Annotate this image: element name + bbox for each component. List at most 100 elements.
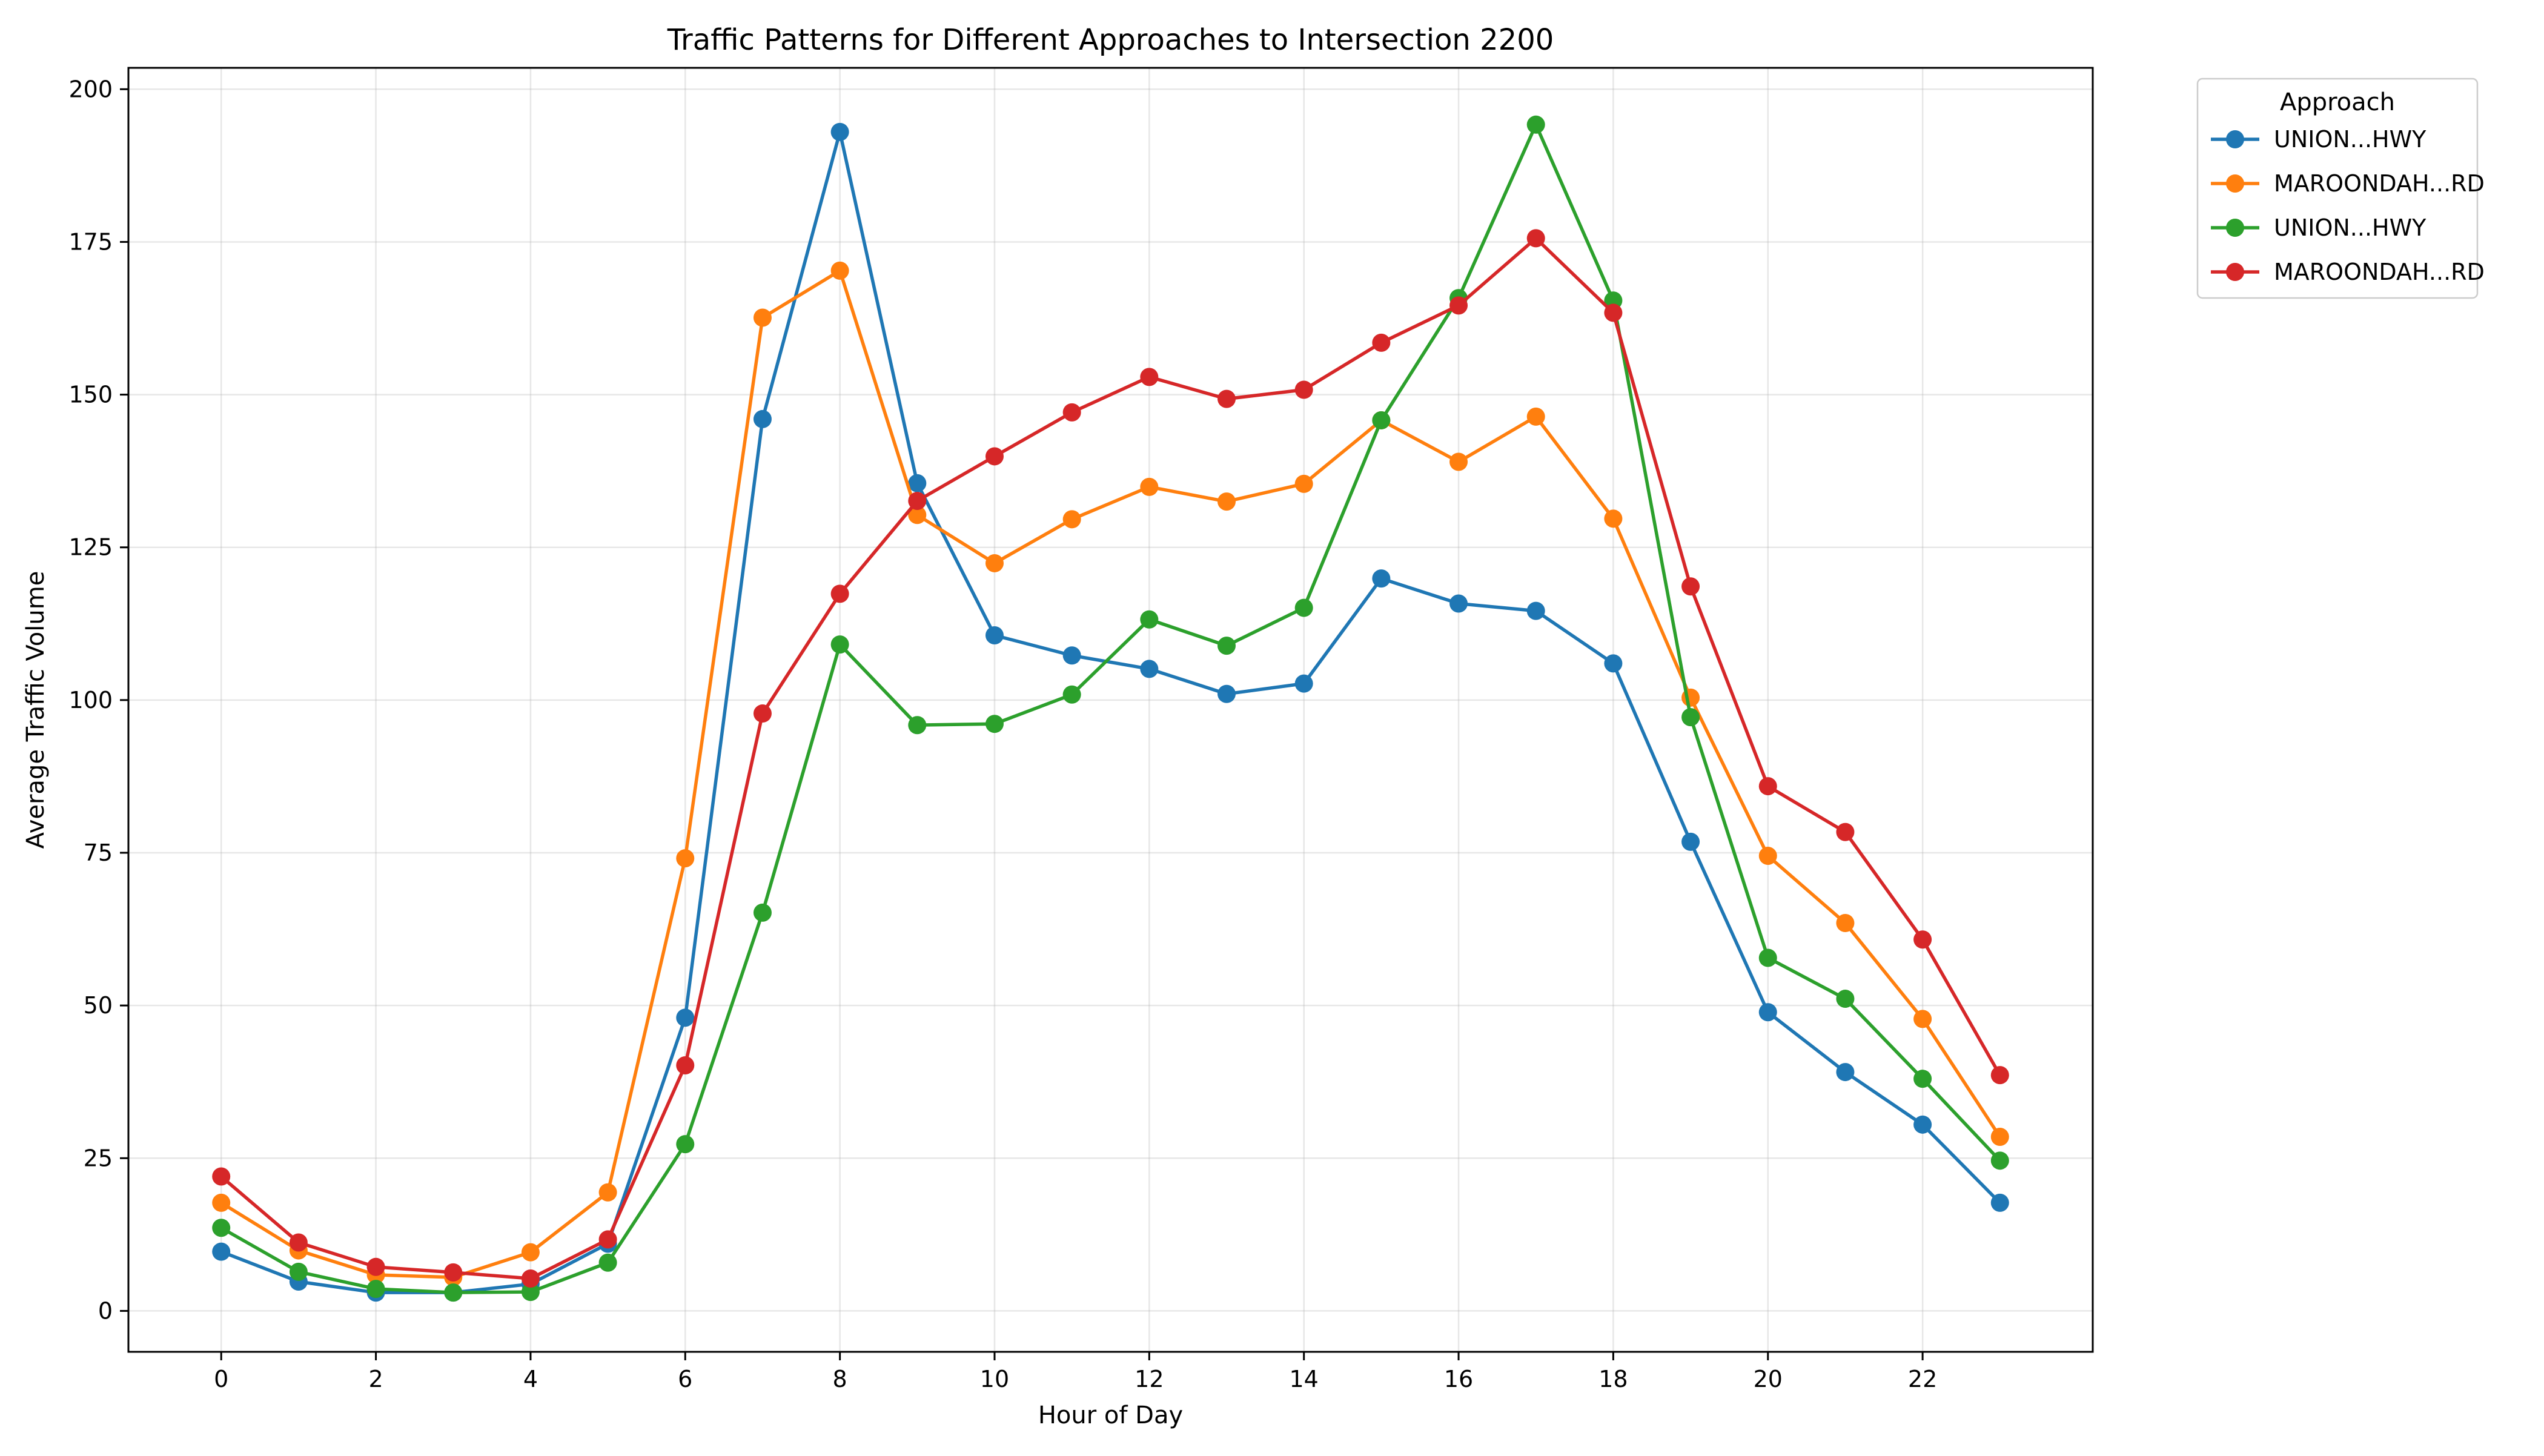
data-point [598,1253,617,1272]
x-tick-label: 18 [1598,1366,1628,1392]
data-point [830,635,849,654]
data-point [753,308,772,327]
data-point [1140,660,1159,678]
data-point [598,1183,617,1202]
data-point [1217,492,1236,511]
data-point [1836,913,1855,932]
x-tick-label: 16 [1444,1366,1473,1392]
data-point [1140,477,1159,496]
data-point [1990,1151,2009,1170]
data-point [830,261,849,280]
data-point [1604,509,1623,528]
y-tick-label: 100 [68,687,113,713]
data-point [753,704,772,723]
x-tick-label: 22 [1908,1366,1937,1392]
series-2 [212,261,2009,1286]
legend-label: MAROONDAH...RD [2274,170,2485,197]
series-line [220,269,2002,1279]
legend-label: MAROONDAH...RD [2274,259,2485,285]
y-axis-label: Average Traffic Volume [22,571,50,849]
data-point [1294,380,1313,399]
data-point [985,626,1004,644]
data-point [908,474,927,492]
data-point [753,903,772,922]
data-point [676,1056,695,1074]
data-point [1062,646,1081,665]
data-point [1836,822,1855,841]
data-point [1372,333,1391,352]
data-point [212,1242,231,1261]
data-point [1062,510,1081,529]
series-lines [212,115,2009,1302]
data-point [1372,569,1391,588]
grid [128,68,2093,1352]
x-tick-label: 0 [214,1366,228,1392]
legend-marker [2226,263,2244,281]
legend-label: UNION...HWY [2274,126,2426,153]
data-point [1758,1003,1777,1022]
chart-title: Traffic Patterns for Different Approache… [667,23,1554,57]
data-point [1758,948,1777,967]
data-point [1913,1070,1932,1088]
legend-marker [2226,219,2244,237]
data-point [1604,303,1623,322]
data-point [1913,1010,1932,1028]
data-point [289,1233,308,1252]
y-tick-label: 75 [84,839,113,866]
data-point [908,506,927,524]
data-point [830,122,849,141]
data-point [1913,1115,1932,1134]
data-point [1062,685,1081,704]
data-point [366,1280,385,1299]
data-point [908,716,927,735]
legend: Approach UNION...HWY MAROONDAH...RD UNION.… [2196,78,2485,299]
data-point [753,409,772,428]
data-point [212,1167,231,1186]
data-point [1526,407,1545,426]
data-point [366,1257,385,1276]
y-tick-label: 25 [84,1145,113,1171]
data-point [1990,1127,2009,1146]
data-point [1449,296,1468,315]
data-point [985,715,1004,733]
plot-area-frame [127,67,2094,1353]
x-axis-ticks: 0 2 4 6 8 10 12 14 16 18 20 22 [214,1352,1937,1392]
legend-marker [2226,174,2244,193]
data-point [908,492,927,511]
data-point [1140,368,1159,386]
legend-item: MAROONDAH...RD [2211,170,2485,197]
y-tick-label: 0 [98,1297,113,1324]
data-point [521,1269,540,1288]
data-point [1062,403,1081,422]
series-4 [212,229,2009,1288]
legend-label: UNION...HWY [2274,214,2426,241]
data-point [1217,389,1236,408]
data-point [444,1283,463,1302]
series-line [220,130,2001,1294]
legend-title: Approach [2280,88,2395,116]
y-tick-label: 175 [68,228,113,255]
data-point [1990,1066,2009,1085]
data-point [1990,1193,2009,1212]
data-point [1294,598,1313,617]
y-tick-label: 125 [68,534,113,561]
x-tick-label: 2 [368,1366,383,1392]
data-point [289,1262,308,1281]
data-point [1681,708,1700,727]
data-point [1526,601,1545,620]
x-tick-label: 8 [833,1366,847,1392]
series-line [220,236,2002,1280]
data-point [212,1219,231,1237]
data-point [1217,637,1236,655]
data-point [1526,115,1545,134]
legend-marker [2226,130,2244,148]
data-point [1526,229,1545,248]
data-point [1681,832,1700,851]
data-point [676,849,695,868]
data-point [1758,847,1777,865]
data-point [1449,452,1468,471]
data-point [1604,654,1623,673]
